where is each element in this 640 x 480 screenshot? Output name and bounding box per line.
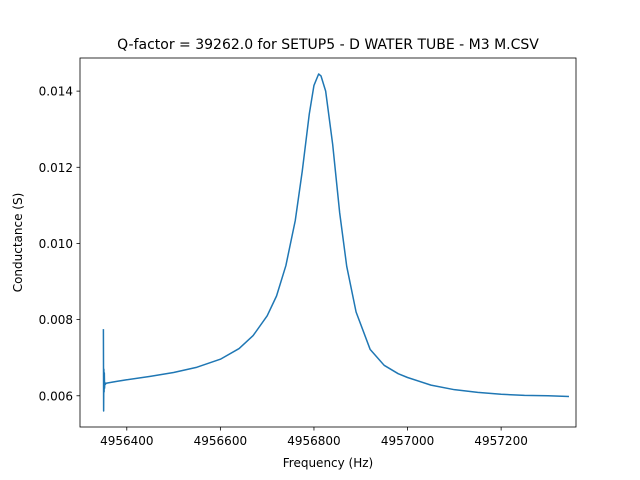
- plot-frame: [79, 57, 577, 428]
- x-tick-label: 4956400: [100, 434, 153, 448]
- y-axis-label: Conductance (S): [11, 193, 25, 293]
- series-line-0: [102, 73, 570, 412]
- x-axis: 4956400 4956600 4956800 4957000 4957200: [100, 427, 528, 448]
- y-tick-label: 0.012: [39, 161, 73, 175]
- y-tick-label: 0.006: [39, 389, 73, 403]
- chart-title: Q-factor = 39262.0 for SETUP5 - D WATER …: [117, 37, 539, 53]
- x-tick-label: 4956800: [287, 434, 340, 448]
- x-axis-label: Frequency (Hz): [283, 456, 374, 470]
- x-tick-label: 4957200: [474, 434, 527, 448]
- y-tick-label: 0.008: [39, 313, 73, 327]
- y-tick-label: 0.010: [39, 237, 73, 251]
- x-tick-label: 4957000: [381, 434, 434, 448]
- y-axis: 0.006 0.008 0.010 0.012 0.014: [39, 85, 80, 403]
- x-tick-label: 4956600: [194, 434, 247, 448]
- plot-area: [102, 73, 570, 412]
- y-tick-label: 0.014: [39, 85, 73, 99]
